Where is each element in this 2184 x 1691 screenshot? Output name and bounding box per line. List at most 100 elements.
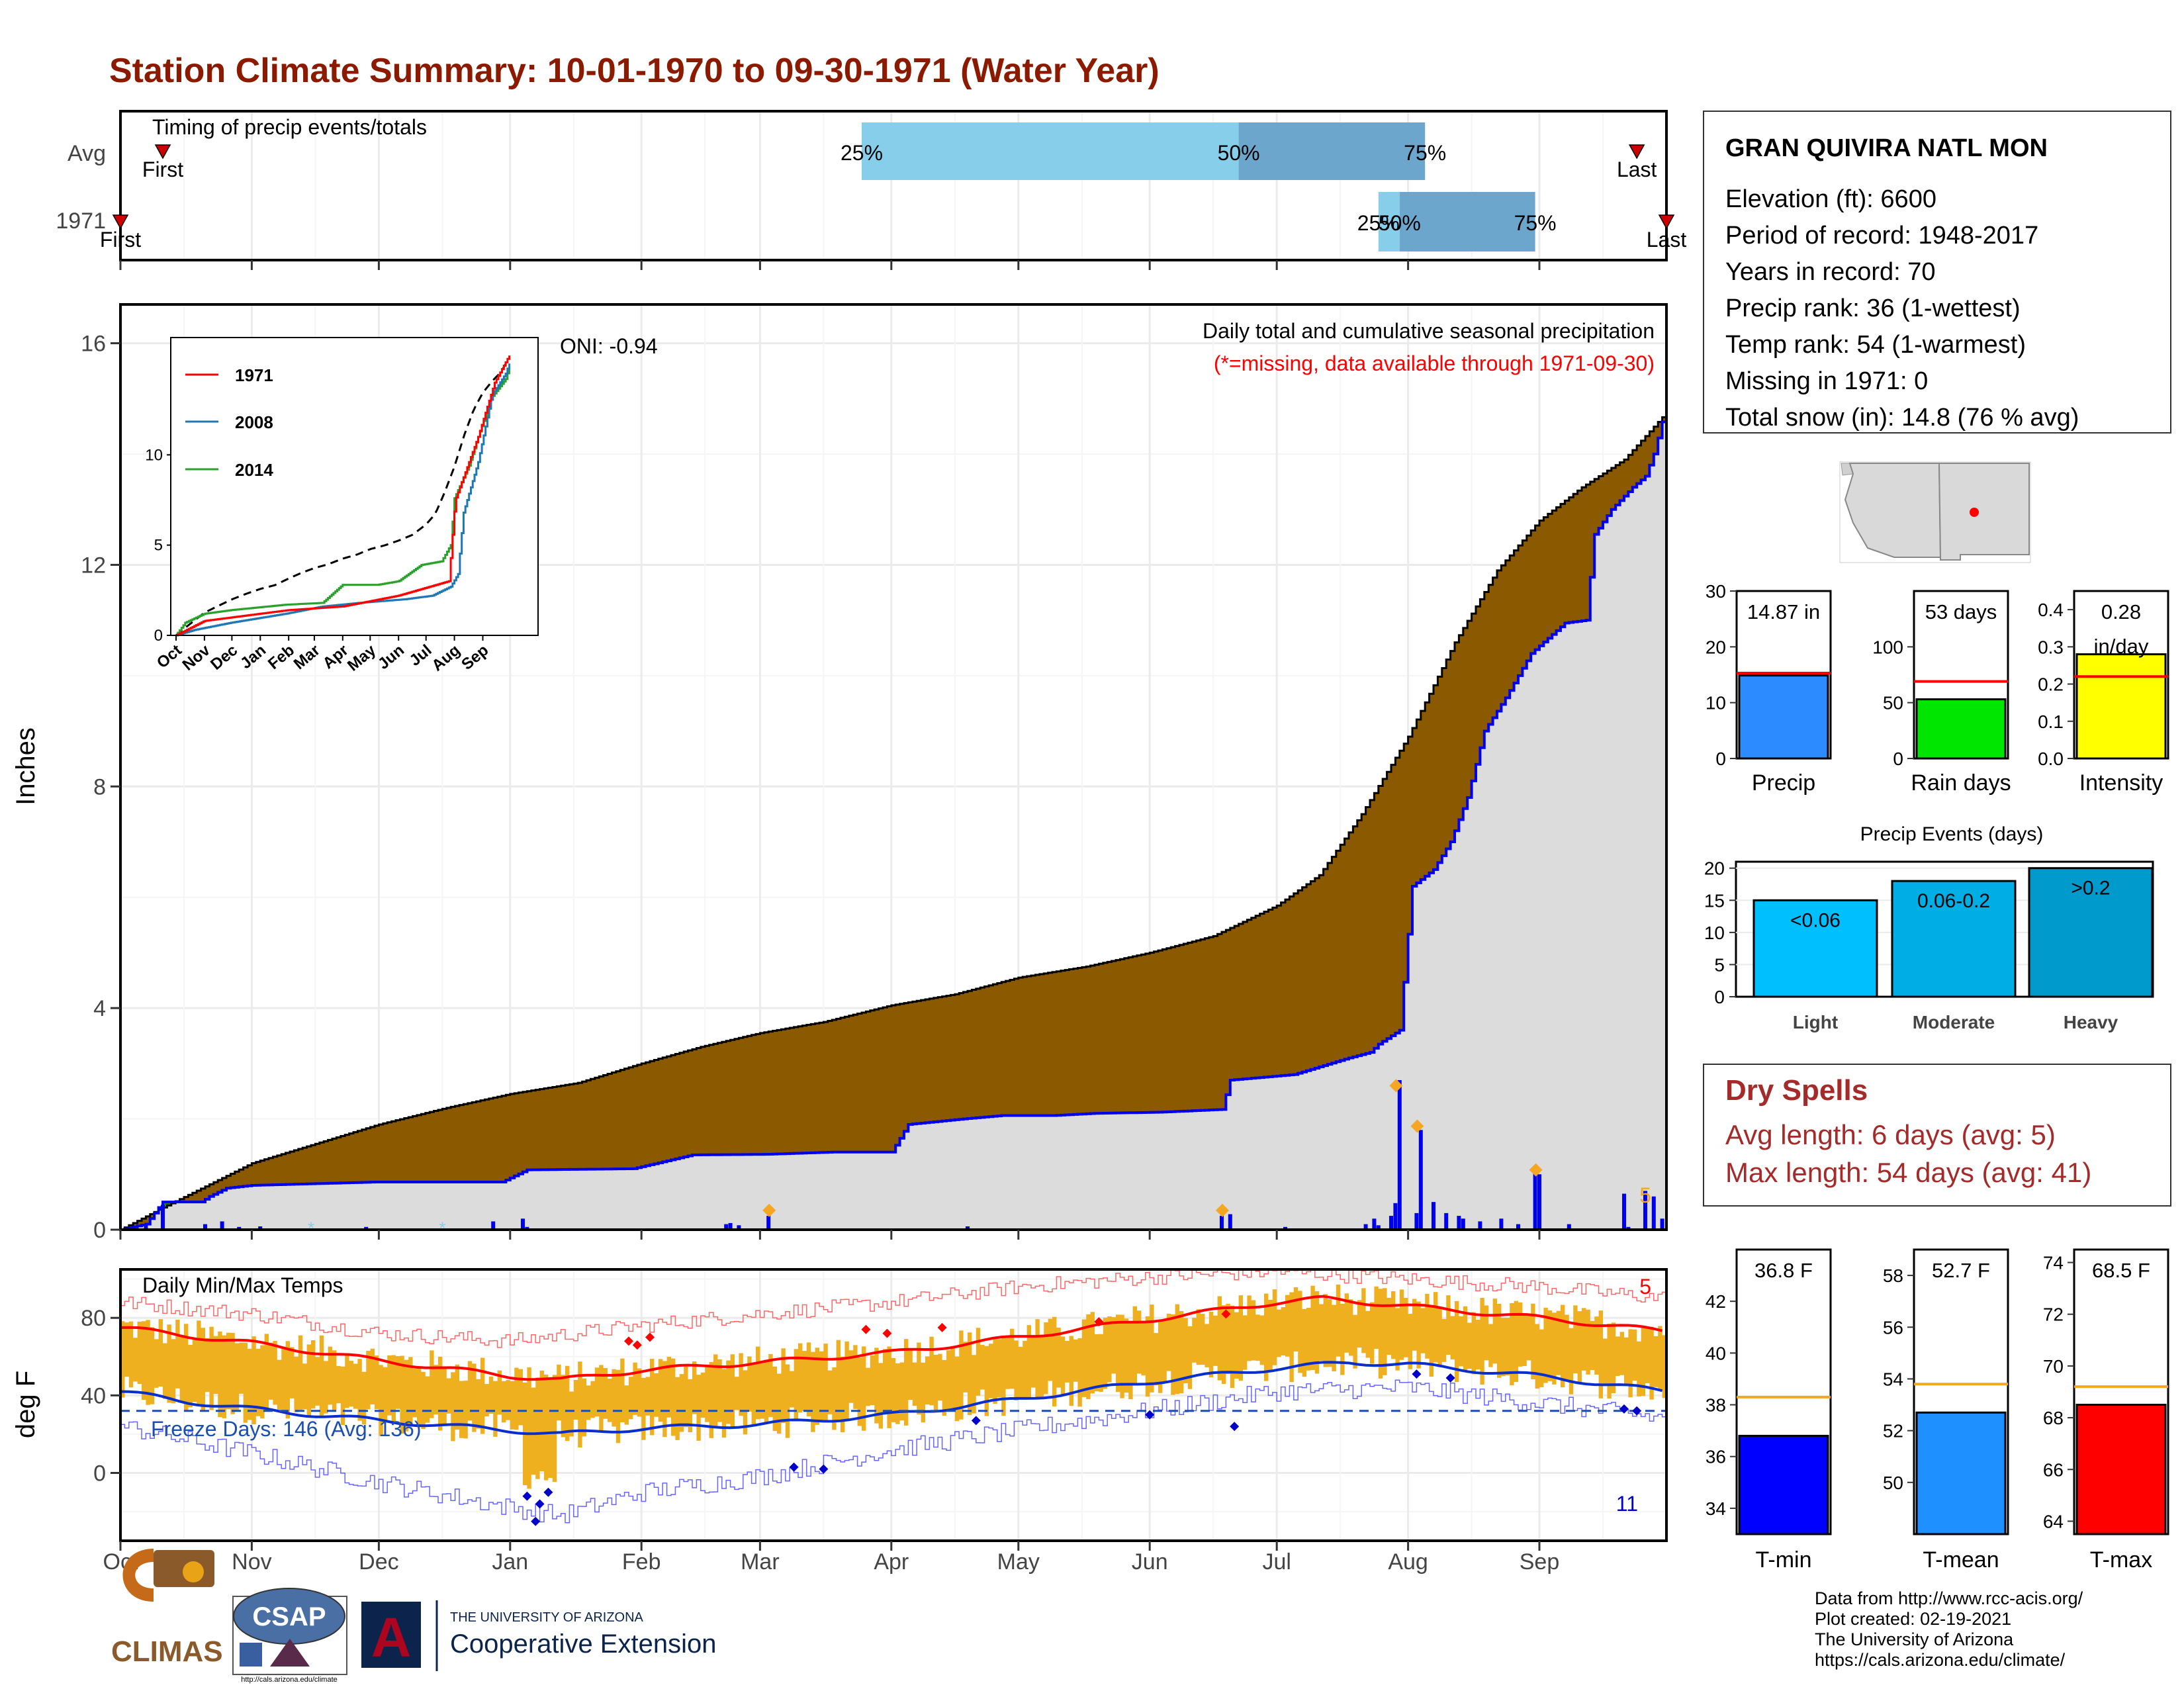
- record-min-line: [120, 1379, 1666, 1524]
- summary-bar-ytick-label: 0: [1893, 749, 1903, 769]
- precip-ytick-label: 8: [93, 774, 106, 800]
- temperature-frame: [119, 1268, 1668, 1542]
- daily-precip-bar: [1393, 1203, 1398, 1230]
- temperature-bar-ytick-label: 58: [1883, 1265, 1903, 1286]
- record-low-marker: [1445, 1373, 1455, 1383]
- daily-precip-bar: [1414, 1212, 1419, 1230]
- cold-days-count: 11: [1616, 1492, 1638, 1516]
- temperature-bar-ytick-label: 42: [1706, 1291, 1726, 1312]
- station-line-missing: Missing in 1971: 0: [1725, 367, 1928, 395]
- month-xtick-label: Apr: [874, 1549, 909, 1575]
- logo-university-arizona: A THE UNIVERSITY OF ARIZONA Cooperative …: [361, 1600, 716, 1671]
- timing-p25-label: 25%: [841, 141, 883, 165]
- precip-events-xlabel: Moderate: [1913, 1012, 1995, 1032]
- precip-corner-count: 5: [1639, 1183, 1651, 1207]
- legend-label-1971: 1971: [235, 365, 273, 385]
- timing-bar-25-50: [1378, 192, 1400, 251]
- record-low-marker: [1230, 1422, 1240, 1432]
- daily-precip-bar: [1567, 1224, 1571, 1230]
- station-line-elevation: Elevation (ft): 6600: [1725, 185, 1936, 213]
- daily-precip-bar: [1499, 1218, 1504, 1230]
- summary-bar-ytick-label: 0.3: [2038, 637, 2064, 657]
- month-xtick-label: Jul: [1262, 1549, 1291, 1575]
- heavy-precip-marker: [1216, 1203, 1229, 1217]
- timing-row-year-label: 1971: [56, 208, 106, 234]
- daily-precip-bar: [1432, 1202, 1435, 1230]
- record-low-marker: [543, 1487, 553, 1497]
- precip-ylabel: Inches: [11, 727, 40, 805]
- record-low-marker: [971, 1416, 981, 1426]
- summary-bar-ytick-label: 10: [1706, 693, 1726, 713]
- temperature-ytick-label: 0: [93, 1461, 106, 1486]
- temperature-bar-ytick-label: 52: [1883, 1421, 1903, 1441]
- inset-ytick-label: 5: [154, 537, 163, 555]
- observed-cumulative-line: [120, 406, 1666, 1230]
- logo-csap: CSAP http://cals.arizona.edu/climate: [232, 1588, 347, 1684]
- record-low-marker: [819, 1464, 829, 1474]
- dry-spells-avg: Avg length: 6 days (avg: 5): [1725, 1119, 2056, 1150]
- below-average-area: [124, 417, 1666, 1229]
- dry-spells-box: Dry Spells Avg length: 6 days (avg: 5) M…: [1703, 1064, 2171, 1207]
- timing-last-label: Last: [1617, 158, 1657, 181]
- station-info-box: GRAN QUIVIRA NATL MON Elevation (ft): 66…: [1703, 111, 2171, 434]
- month-xtick-label: Jan: [492, 1549, 528, 1575]
- daily-precip-bar: [1643, 1191, 1647, 1230]
- month-xtick-label: Aug: [1388, 1549, 1428, 1575]
- summary-bar-label: Precip: [1752, 770, 1815, 796]
- temperature-bar-ytick-label: 36: [1706, 1447, 1726, 1467]
- daily-precip-bar: [1283, 1226, 1287, 1230]
- locator-map: [1839, 461, 2031, 563]
- record-high-marker: [624, 1336, 633, 1346]
- temperature-bar-ytick-label: 40: [1706, 1343, 1726, 1363]
- average-tmax-line: [120, 1295, 1663, 1381]
- timing-row-avg-label: Avg: [68, 141, 106, 166]
- daily-precip-bar: [258, 1226, 263, 1230]
- ua-small-text: THE UNIVERSITY OF ARIZONA: [450, 1610, 644, 1625]
- daily-precip-bar: [1372, 1218, 1377, 1230]
- temperature-bar-label: T-mean: [1923, 1547, 1999, 1573]
- inset-line-1971: [176, 355, 511, 637]
- footer-credits: Data from http://www.rcc-acis.org/ Plot …: [1815, 1588, 2083, 1670]
- summary-bar-ytick-label: 0: [1715, 749, 1726, 769]
- record-low-marker: [789, 1462, 799, 1472]
- daily-precip-bar: [220, 1221, 224, 1230]
- summary-bar-value-text: 14.87 in: [1747, 600, 1820, 623]
- timing-first-label: First: [142, 158, 183, 181]
- summary-bar-ytick-label: 0.1: [2038, 711, 2064, 732]
- summary-bar-label: Rain days: [1911, 770, 2011, 796]
- daily-precip-bar: [1418, 1130, 1423, 1230]
- month-xtick-label: May: [997, 1549, 1040, 1575]
- record-max-line: [120, 1269, 1666, 1348]
- daily-precip-bar: [491, 1221, 496, 1230]
- precip-events-bar: [1891, 880, 2017, 998]
- record-low-marker: [535, 1499, 545, 1509]
- precip-events-title: Precip Events (days): [1860, 823, 2044, 845]
- inset-background: [171, 338, 538, 635]
- record-low-marker: [1632, 1406, 1642, 1416]
- daily-precip-bar: [521, 1218, 525, 1230]
- temperature-label: Daily Min/Max Temps: [142, 1273, 343, 1297]
- heavy-precip-marker: [1389, 1079, 1403, 1093]
- summary-bar-value: [2075, 653, 2167, 760]
- temperature-summary-bars: 34 36 38 40 42 36.8 F T-min 50 52 54 56 58 52.7 F T-m…: [1706, 1248, 2169, 1573]
- daily-precip-bar: [1533, 1171, 1537, 1230]
- precip-title: Daily total and cumulative seasonal prec…: [1203, 319, 1655, 343]
- precip-subtitle: (*=missing, data available through 1971-…: [1214, 351, 1655, 375]
- station-line-temp-rank: Temp rank: 54 (1-warmest): [1725, 331, 2026, 359]
- daily-precip-bar: [1363, 1224, 1368, 1230]
- daily-precip-bar: [1228, 1214, 1232, 1230]
- precip-events-ytick-label: 0: [1714, 987, 1725, 1007]
- summary-bar-value-text: 53 days: [1925, 600, 1997, 623]
- timing-bar-25-50: [862, 122, 1239, 180]
- snow-marker-icon: *: [439, 1218, 445, 1238]
- precip-ytick-label: 16: [81, 332, 106, 357]
- daily-precip-bar: [1626, 1226, 1631, 1230]
- temperature-bar-ytick-label: 72: [2043, 1304, 2064, 1325]
- station-line-years: Years in record: 70: [1725, 258, 1936, 286]
- footer-line-data: Data from http://www.rcc-acis.org/: [1815, 1588, 2083, 1608]
- record-high-marker: [1221, 1309, 1231, 1319]
- daily-precip-bar: [1651, 1196, 1656, 1230]
- precip-events-bar: [2028, 867, 2154, 998]
- record-low-marker: [531, 1516, 541, 1526]
- station-location-marker: [1970, 508, 1979, 517]
